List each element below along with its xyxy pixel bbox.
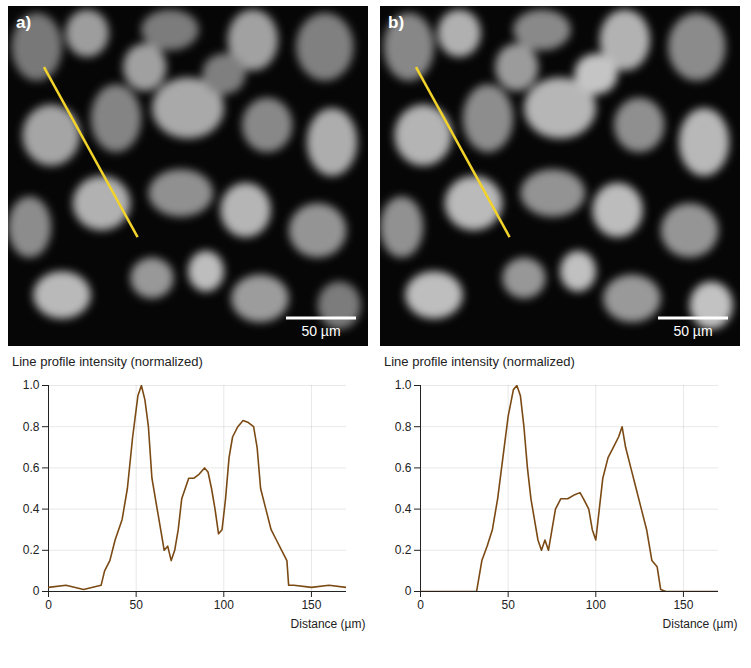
html-text:Line profile intensity (normal: Line profile intensity (normalized) — [384, 354, 575, 369]
svg-text:Distance (µm): Distance (µm) — [663, 617, 738, 631]
svg-text:150: 150 — [673, 598, 693, 612]
svg-text:50 µm: 50 µm — [673, 323, 712, 339]
svg-text:b): b) — [388, 13, 404, 32]
svg-text:0: 0 — [417, 598, 424, 612]
svg-text:0.8: 0.8 — [23, 420, 40, 434]
svg-text:1.0: 1.0 — [23, 378, 40, 392]
svg-text:Distance (µm): Distance (µm) — [291, 617, 366, 631]
svg-text:50: 50 — [129, 598, 143, 612]
svg-text:0.2: 0.2 — [395, 543, 412, 557]
svg-text:150: 150 — [301, 598, 321, 612]
svg-text:0.4: 0.4 — [23, 502, 40, 516]
svg-text:100: 100 — [586, 598, 606, 612]
svg-text:0: 0 — [405, 584, 412, 598]
svg-text:1.0: 1.0 — [395, 378, 412, 392]
svg-text:0: 0 — [45, 598, 52, 612]
html-text:Line profile intensity (normal: Line profile intensity (normalized) — [12, 354, 203, 369]
svg-text:0.6: 0.6 — [395, 461, 412, 475]
svg-text:0.2: 0.2 — [23, 543, 40, 557]
svg-text:100: 100 — [214, 598, 234, 612]
svg-text:50: 50 — [501, 598, 515, 612]
svg-text:0: 0 — [33, 584, 40, 598]
svg-text:0.4: 0.4 — [395, 502, 412, 516]
svg-text:a): a) — [16, 13, 31, 32]
svg-text:0.6: 0.6 — [23, 461, 40, 475]
svg-text:0.8: 0.8 — [395, 420, 412, 434]
svg-text:50 µm: 50 µm — [301, 323, 340, 339]
